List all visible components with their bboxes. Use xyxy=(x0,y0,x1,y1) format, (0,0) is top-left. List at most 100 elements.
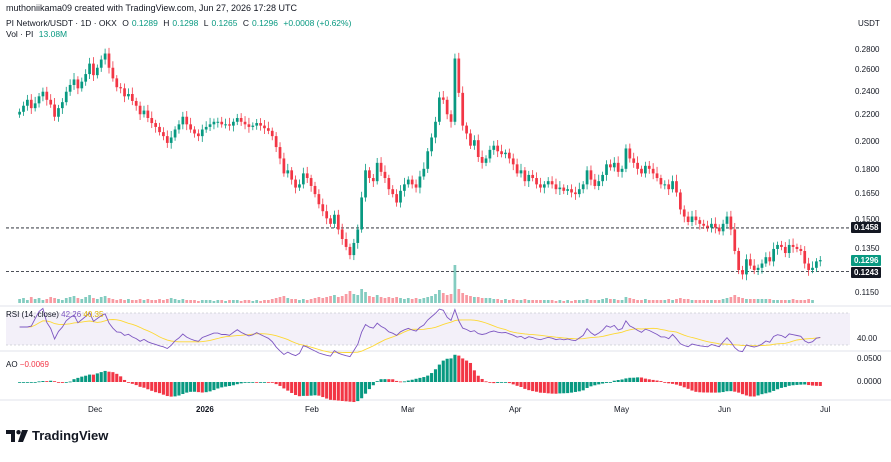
ao-bar xyxy=(814,382,818,386)
candle-body xyxy=(422,168,426,177)
ao-bar xyxy=(663,382,667,383)
currency-label[interactable]: USDT xyxy=(858,19,880,28)
ao-bar xyxy=(558,382,562,394)
ao-bar xyxy=(418,377,422,382)
tradingview-logo[interactable]: TradingView xyxy=(6,428,108,443)
ao-bar xyxy=(99,372,103,382)
volume-bar xyxy=(636,300,639,303)
volume-bar xyxy=(216,300,220,303)
ao-bar xyxy=(527,382,531,391)
candle-body xyxy=(644,165,647,174)
ao-bar xyxy=(457,355,461,382)
ao-bar xyxy=(690,382,694,391)
candle-body xyxy=(325,211,329,219)
ao-bar xyxy=(546,382,550,394)
ao-bar xyxy=(515,382,519,386)
rsi-label[interactable]: RSI (14, close) xyxy=(6,310,59,319)
ao-label[interactable]: AO xyxy=(6,360,18,369)
volume-bar xyxy=(686,299,690,303)
ao-bar xyxy=(430,373,434,382)
ao-bar xyxy=(406,380,410,382)
symbol-title[interactable]: PI Network/USDT · 1D · OKX xyxy=(6,18,117,28)
candle-body xyxy=(457,58,461,93)
volume-bar xyxy=(22,298,25,303)
volume-bar xyxy=(566,300,570,303)
volume-bar xyxy=(500,300,503,303)
volume-bar xyxy=(368,296,371,303)
candle-body xyxy=(597,181,601,186)
volume-bar xyxy=(130,300,134,303)
candle-body xyxy=(200,129,204,137)
volume-bar xyxy=(162,300,165,303)
ao-bar xyxy=(733,382,737,392)
candle-body xyxy=(811,267,814,270)
volume-bar xyxy=(317,297,321,303)
volume-bar xyxy=(321,298,325,303)
volume-bar xyxy=(88,295,91,303)
volume-bar xyxy=(624,297,628,303)
ao-bar xyxy=(119,376,123,382)
close-label: C xyxy=(242,18,249,28)
volume-bar xyxy=(290,299,294,303)
volume-bar xyxy=(488,298,492,303)
ao-bar xyxy=(336,382,340,401)
ao-bar xyxy=(628,377,632,382)
candle-body xyxy=(507,152,511,159)
volume-bar xyxy=(259,301,262,303)
volume-bar xyxy=(18,299,21,303)
candle-body xyxy=(313,185,317,195)
volume-bar xyxy=(671,300,674,303)
ao-bar xyxy=(138,382,142,387)
volume-bar xyxy=(53,298,56,303)
candle-body xyxy=(76,79,80,89)
ao-bar xyxy=(45,381,49,382)
ao-bar xyxy=(185,382,189,393)
candle-body xyxy=(624,148,628,169)
candle-body xyxy=(768,257,772,262)
ao-bar xyxy=(255,382,259,383)
volume-bar xyxy=(379,297,383,303)
ao-bar xyxy=(270,382,274,383)
candle-body xyxy=(329,218,332,224)
volume-bar xyxy=(360,289,364,303)
candle-body xyxy=(130,94,134,101)
volume-bar xyxy=(138,299,142,303)
ao-bar xyxy=(818,382,822,386)
volume-bar xyxy=(527,300,531,303)
volume-bar xyxy=(430,296,433,303)
candle-body xyxy=(263,125,266,129)
time-tick-label: Jun xyxy=(718,405,731,414)
candle-body xyxy=(146,110,150,118)
volume-bar xyxy=(228,300,231,303)
volume-bar xyxy=(748,299,752,303)
ao-bar xyxy=(756,382,760,396)
ao-bar xyxy=(550,382,554,394)
ao-bar xyxy=(208,382,212,392)
candle-body xyxy=(780,244,783,247)
volume-bar xyxy=(620,300,624,303)
volume-bar xyxy=(344,294,348,303)
candle-body xyxy=(818,260,822,262)
candle-body xyxy=(531,174,535,179)
ao-bar xyxy=(717,382,721,393)
volume-bar xyxy=(115,300,119,303)
volume-bar xyxy=(733,295,737,303)
ao-bar xyxy=(616,380,620,382)
volume-bar xyxy=(371,297,375,303)
price-tick-label: 0.2400 xyxy=(855,86,880,96)
candle-body xyxy=(278,147,282,159)
candle-body xyxy=(500,151,503,155)
volume-label[interactable]: Vol · PI xyxy=(6,29,34,39)
candle-body xyxy=(706,225,709,228)
volume-bar xyxy=(539,300,542,303)
volume-bar xyxy=(49,297,53,303)
ao-bar xyxy=(787,382,791,386)
ao-value: −0.0069 xyxy=(19,360,49,369)
ao-bar xyxy=(651,379,655,382)
volume-bar xyxy=(274,298,278,303)
candle-body xyxy=(224,124,227,126)
candle-body xyxy=(239,117,243,122)
ao-bar xyxy=(523,382,527,389)
ao-bar xyxy=(262,382,267,383)
